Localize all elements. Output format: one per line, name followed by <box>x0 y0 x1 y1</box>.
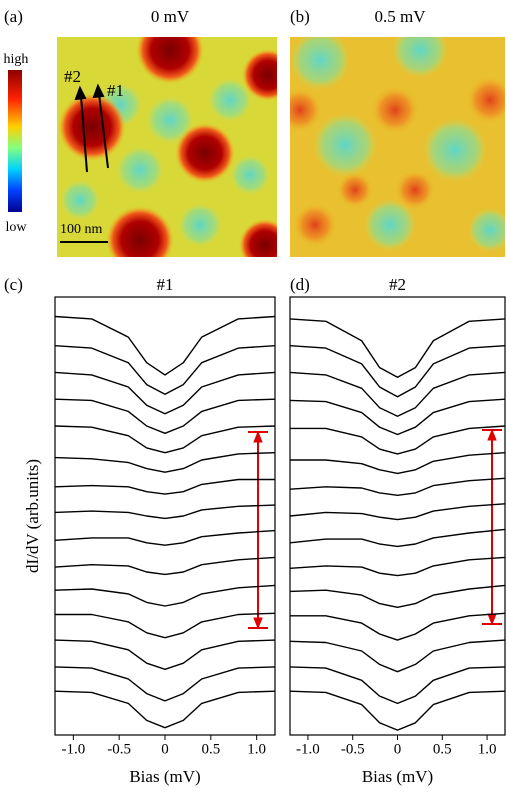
spectrum-line <box>54 556 276 576</box>
spectrum-line <box>54 371 276 415</box>
x-tick-label: 0.5 <box>201 741 220 757</box>
range-bracket-heads <box>253 428 497 630</box>
range-bracket <box>248 429 502 629</box>
colorbar <box>8 70 22 212</box>
x-tick-label: 1.0 <box>478 741 497 757</box>
x-tick-label: 0.5 <box>433 741 452 757</box>
x-axis-label: Bias (mV) <box>362 767 433 786</box>
spectrum-line <box>289 690 506 731</box>
chart-title: #1 <box>157 275 174 294</box>
line-cuts <box>74 83 109 173</box>
spectrum-line <box>289 639 506 673</box>
spectrum-line <box>55 612 276 639</box>
panel-label: (b) <box>290 7 310 26</box>
spectrum-line <box>289 528 506 548</box>
spectrum-line <box>289 318 506 378</box>
spectrum-line <box>54 398 276 434</box>
spectrum-line <box>54 639 276 670</box>
panel-label: (a) <box>4 7 23 26</box>
spectrum-line <box>289 556 506 577</box>
map-b <box>290 37 505 257</box>
spectrum-line <box>54 690 276 729</box>
spectrum-line <box>290 425 506 455</box>
x-axis-label: Bias (mV) <box>129 767 200 786</box>
chart-title: #2 <box>389 275 406 294</box>
spectrum-line <box>289 584 506 608</box>
spectrum-line <box>289 345 506 398</box>
x-tick-label: -1.0 <box>61 741 85 757</box>
y-axis-label: dI/dV (arb.units) <box>23 459 42 573</box>
x-tick-label: 0 <box>161 741 169 757</box>
spectrum-line <box>54 452 276 473</box>
spectrum-line <box>289 503 506 521</box>
spectrum-line <box>54 425 276 454</box>
x-tick-label: -1.0 <box>296 741 320 757</box>
x-tick-label: -0.5 <box>341 741 365 757</box>
spectrum-line <box>289 666 506 705</box>
x-tick-label: 0 <box>394 741 402 757</box>
x-tick-label: -0.5 <box>107 741 131 757</box>
map-title: 0 mV <box>151 7 190 26</box>
colorbar-low: low <box>6 220 28 235</box>
spectrum-line <box>54 529 276 546</box>
arrow-label: #1 <box>107 81 124 100</box>
spectrum-line <box>290 452 506 475</box>
spectrum-line <box>54 478 275 495</box>
spectrum-line <box>54 504 276 520</box>
panel-label: (d) <box>290 275 310 294</box>
spectrum-line <box>54 345 276 395</box>
arrow-label: #2 <box>64 67 81 86</box>
spectrum-line <box>289 398 506 436</box>
map-a <box>57 37 277 257</box>
colorbar-high: high <box>4 52 29 67</box>
panel-label: (c) <box>4 275 23 294</box>
spectrum-line <box>54 666 276 702</box>
spectrum-line <box>54 584 276 607</box>
scale-bar-label: 100 nm <box>60 222 103 237</box>
spectrum-line <box>290 612 506 641</box>
spectrum-line <box>289 371 506 417</box>
spectrum-line <box>289 477 506 496</box>
x-tick-label: 1.0 <box>247 741 266 757</box>
spectrum-line <box>54 315 276 376</box>
map-title: 0.5 mV <box>375 7 427 26</box>
plot-frame <box>289 296 506 736</box>
